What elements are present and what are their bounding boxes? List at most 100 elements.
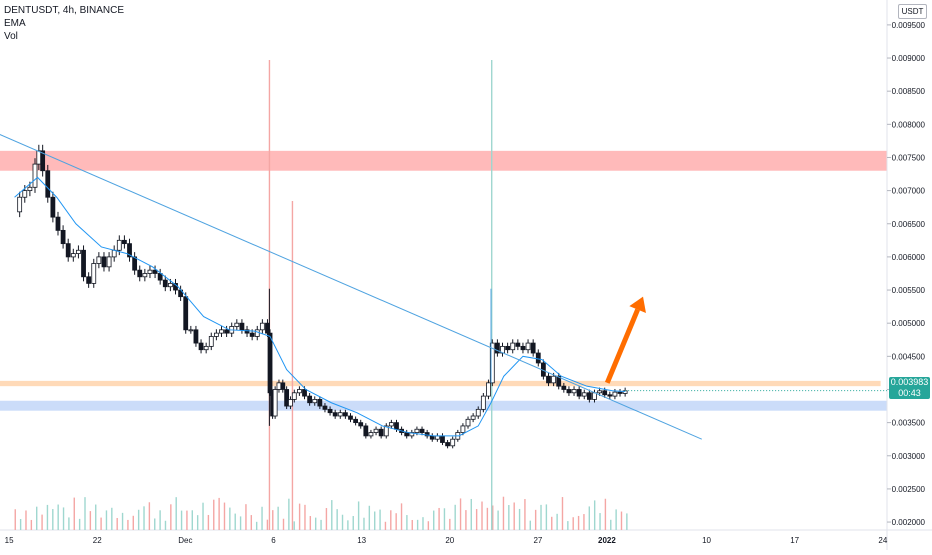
volume-bar xyxy=(534,509,537,530)
candle-body xyxy=(254,329,260,337)
volume-bar xyxy=(255,521,258,530)
volume-bar xyxy=(379,509,381,530)
candle-body xyxy=(127,243,132,258)
volume-bar xyxy=(390,510,392,530)
candle-body xyxy=(259,322,265,331)
candle-body xyxy=(280,382,286,390)
candle-body xyxy=(132,256,138,271)
candle-body xyxy=(489,342,495,384)
volume-bar xyxy=(282,518,285,530)
volume-bar xyxy=(196,515,199,530)
candle-body xyxy=(265,322,270,334)
price-tick-label: 0.003000 xyxy=(892,452,926,461)
volume-bar xyxy=(148,502,151,530)
last-price-tag: 0.003983 00:43 xyxy=(889,377,930,399)
volume-bar xyxy=(465,510,467,530)
volume-bar xyxy=(320,519,322,530)
candle-body xyxy=(284,389,290,407)
chart-legend: DENTUSDT, 4h, BINANCE EMA Vol xyxy=(4,4,124,43)
ema-indicator-label[interactable]: EMA xyxy=(4,18,26,29)
candle-body xyxy=(267,332,273,394)
volume-bar xyxy=(341,514,344,530)
candle-body xyxy=(535,352,541,364)
candle-body xyxy=(571,389,577,394)
candle-body xyxy=(617,391,623,394)
candle-body xyxy=(116,239,122,251)
volume-bar xyxy=(143,506,145,530)
candle-body xyxy=(91,263,97,284)
candle-body xyxy=(505,345,511,351)
candle-body xyxy=(327,408,333,414)
candle-body xyxy=(607,394,613,397)
time-tick-label: 6 xyxy=(271,536,276,545)
volume-bar xyxy=(73,497,75,530)
price-tick-label: 0.006500 xyxy=(892,220,926,229)
candle-body xyxy=(188,329,194,332)
volume-bar xyxy=(406,515,408,530)
volume-bar xyxy=(175,497,177,530)
candle-body xyxy=(101,256,107,268)
candle-body xyxy=(486,382,491,397)
candle-body xyxy=(445,442,450,447)
resistance-zone xyxy=(0,150,887,171)
volume-bar xyxy=(159,510,161,530)
candle-body xyxy=(480,395,486,410)
candle-body xyxy=(288,399,293,407)
candle-body xyxy=(551,375,557,384)
volume-indicator-label[interactable]: Vol xyxy=(4,31,18,42)
candle-body xyxy=(342,412,348,417)
time-tick-label: 2022 xyxy=(598,536,616,545)
candle-body xyxy=(495,342,500,354)
candle-body xyxy=(239,322,245,331)
candle-body xyxy=(515,342,521,347)
breakout-arrow-head xyxy=(629,296,646,314)
volume-bar xyxy=(363,517,365,530)
candle-body xyxy=(322,405,328,410)
orange-zone xyxy=(0,380,881,387)
volume-bar xyxy=(384,521,387,530)
price-tick-label: 0.007000 xyxy=(892,187,926,196)
candle-body xyxy=(297,389,302,394)
volume-bar xyxy=(170,504,172,530)
price-tick-label: 0.005000 xyxy=(892,319,926,328)
volume-bar xyxy=(52,509,54,530)
time-tick-label: 24 xyxy=(878,536,887,545)
currency-badge[interactable]: USDT xyxy=(898,4,927,19)
price-tick-label: 0.007500 xyxy=(892,153,926,162)
volume-bar xyxy=(239,516,242,530)
candle-body xyxy=(465,418,471,427)
time-tick-label: Dec xyxy=(178,536,192,545)
candle-body xyxy=(70,253,76,258)
candle-body xyxy=(224,329,229,334)
volume-bar xyxy=(486,507,489,530)
volume-bar xyxy=(524,499,526,530)
volume-bar xyxy=(567,521,569,530)
volume-bar xyxy=(492,505,494,530)
volume-bar xyxy=(577,515,580,530)
time-tick-label: 10 xyxy=(702,536,711,545)
volume-bar xyxy=(475,509,478,530)
volume-bar xyxy=(416,519,419,530)
candle-body xyxy=(530,342,536,354)
volume-bar xyxy=(19,518,22,530)
candle-body xyxy=(65,243,71,258)
time-tick-label: 13 xyxy=(357,536,366,545)
candle-body xyxy=(440,435,445,443)
candle-body xyxy=(276,382,282,390)
symbol-title[interactable]: DENTUSDT, 4h, BINANCE xyxy=(4,5,125,16)
volume-bar xyxy=(304,504,306,530)
candle-body xyxy=(50,196,56,218)
candle-body xyxy=(36,150,42,165)
candle-body xyxy=(142,273,148,278)
candle-body xyxy=(234,322,240,327)
candle-body xyxy=(581,392,587,397)
volume-bar xyxy=(288,498,290,530)
volume-bar xyxy=(30,519,33,530)
candle-body xyxy=(157,273,163,281)
candle-body xyxy=(162,279,168,288)
volume-bar xyxy=(502,496,505,530)
support-zone xyxy=(0,400,887,411)
volume-bar xyxy=(357,501,360,530)
candle-body xyxy=(147,269,153,274)
